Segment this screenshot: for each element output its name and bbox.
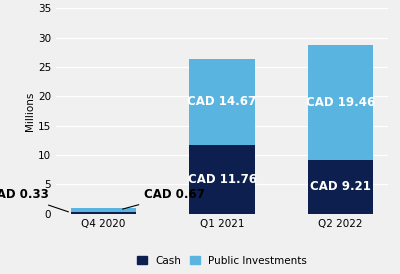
Text: CAD 0.33: CAD 0.33	[0, 189, 68, 212]
Text: CAD 0.67: CAD 0.67	[122, 189, 205, 209]
Bar	[308, 45, 373, 160]
Text: CAD 19.46: CAD 19.46	[306, 96, 375, 109]
Text: CAD 11.76: CAD 11.76	[188, 173, 256, 186]
Bar	[308, 160, 373, 214]
Bar	[71, 212, 136, 214]
Bar	[190, 145, 254, 214]
Y-axis label: Millions: Millions	[25, 91, 35, 131]
Bar	[71, 208, 136, 212]
Bar	[190, 59, 254, 145]
Text: CAD 14.67: CAD 14.67	[188, 95, 256, 108]
Text: CAD 9.21: CAD 9.21	[310, 180, 371, 193]
Legend: Cash, Public Investments: Cash, Public Investments	[132, 252, 312, 270]
